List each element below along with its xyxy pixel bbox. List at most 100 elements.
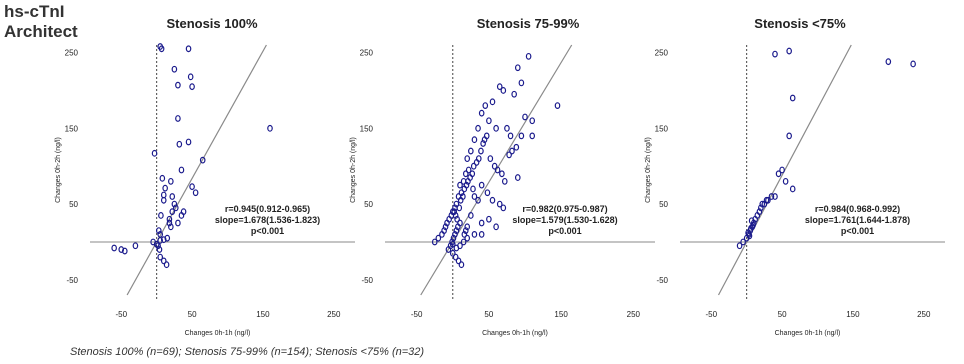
x-axis-label: Changes 0h-1h (ng/l) [482, 330, 548, 337]
data-point [475, 124, 481, 132]
data-point [151, 149, 158, 157]
data-point [529, 132, 536, 140]
x-axis-label: Changes 0h-1h (ng/l) [185, 330, 251, 337]
data-point [461, 230, 468, 238]
data-point [176, 140, 183, 148]
data-point [506, 151, 512, 159]
charts-canvas: Stenosis 100% -50 50 150 250 250 150 50 -50 Chang… [55, 16, 945, 337]
data-point [111, 244, 117, 252]
data-point [484, 189, 491, 197]
y-tick-label: 150 [65, 124, 79, 133]
data-point [456, 204, 463, 212]
data-point [439, 230, 445, 238]
data-point [462, 170, 469, 178]
data-point [172, 204, 179, 212]
data-point [192, 189, 199, 197]
data-point [178, 166, 185, 174]
data-point [482, 102, 489, 110]
data-point [789, 94, 796, 102]
data-point [493, 124, 499, 132]
data-point [772, 193, 778, 200]
data-point [431, 238, 438, 246]
x-tick-label: -50 [705, 310, 717, 319]
data-point [885, 58, 892, 66]
x-tick-label: 150 [256, 310, 270, 319]
data-point [458, 189, 465, 197]
data-point [451, 208, 458, 216]
data-point [180, 208, 187, 216]
y-tick-label: 50 [69, 200, 78, 209]
data-point [445, 246, 452, 253]
y-tick-label: 250 [360, 49, 374, 58]
x-tick-label: 50 [484, 310, 493, 319]
data-point [169, 208, 176, 216]
data-point [504, 124, 510, 132]
data-point [489, 98, 496, 106]
data-point [435, 234, 442, 242]
data-point [475, 196, 481, 204]
data-point [452, 212, 459, 219]
data-point [480, 140, 486, 147]
data-point [499, 170, 505, 178]
data-point [452, 230, 458, 238]
stats-annotation-line: r=0.984(0.968-0.992) [815, 204, 900, 214]
data-point [758, 204, 764, 212]
stats-annotation-line: slope=1.579(1.530-1.628) [512, 215, 617, 225]
data-point [786, 47, 792, 55]
data-point [189, 83, 195, 91]
scatter-panel-3: Stenosis <75% -50 50 150 250 250 150 50 -50 Chang… [645, 16, 945, 337]
x-tick-label: 150 [554, 310, 568, 319]
data-point [449, 240, 456, 248]
data-point [121, 247, 128, 255]
y-tick-label: -50 [66, 276, 78, 285]
data-point [475, 155, 482, 163]
data-point [471, 230, 478, 238]
data-point [910, 60, 916, 68]
data-point [442, 223, 449, 231]
y-tick-label: 150 [655, 124, 669, 133]
data-point [772, 50, 778, 58]
x-tick-label: 50 [778, 310, 787, 319]
panel-title: Stenosis <75% [754, 16, 846, 31]
data-point [786, 132, 792, 140]
data-point [464, 234, 471, 242]
data-point [156, 246, 163, 253]
y-axis-label: Changes 0h-2h (ng/l) [350, 137, 357, 203]
data-point [460, 193, 466, 200]
data-point [525, 52, 532, 60]
data-point [160, 236, 167, 244]
y-tick-label: 250 [655, 49, 669, 58]
data-point [763, 196, 770, 204]
scatter-panel-1: Stenosis 100% -50 50 150 250 250 150 50 -50 Chang… [55, 16, 355, 337]
data-point [746, 232, 753, 240]
data-point [489, 196, 496, 204]
y-tick-label: 150 [360, 124, 374, 133]
data-point [175, 219, 181, 227]
data-point [189, 183, 195, 191]
data-point [168, 223, 174, 231]
header-line-2: Architect [4, 22, 78, 41]
data-point [162, 184, 168, 192]
data-point [471, 193, 478, 200]
data-point [478, 219, 485, 227]
x-tick-label: 150 [846, 310, 860, 319]
data-point [132, 242, 139, 250]
data-point [465, 166, 472, 174]
x-tick-label: 50 [188, 310, 197, 319]
data-point [487, 155, 494, 163]
data-point [486, 117, 492, 125]
data-point [168, 177, 174, 185]
data-point [175, 81, 181, 89]
x-tick-label: 250 [627, 310, 641, 319]
data-point [494, 166, 501, 174]
data-point [199, 156, 206, 164]
data-point [171, 65, 178, 73]
data-point [509, 147, 515, 155]
data-point [455, 223, 461, 231]
data-point [478, 181, 485, 189]
data-point [171, 200, 178, 208]
data-point [157, 253, 164, 261]
regression-line [126, 44, 267, 296]
data-point [158, 45, 165, 53]
stats-annotation-line: p<0.001 [548, 226, 581, 236]
